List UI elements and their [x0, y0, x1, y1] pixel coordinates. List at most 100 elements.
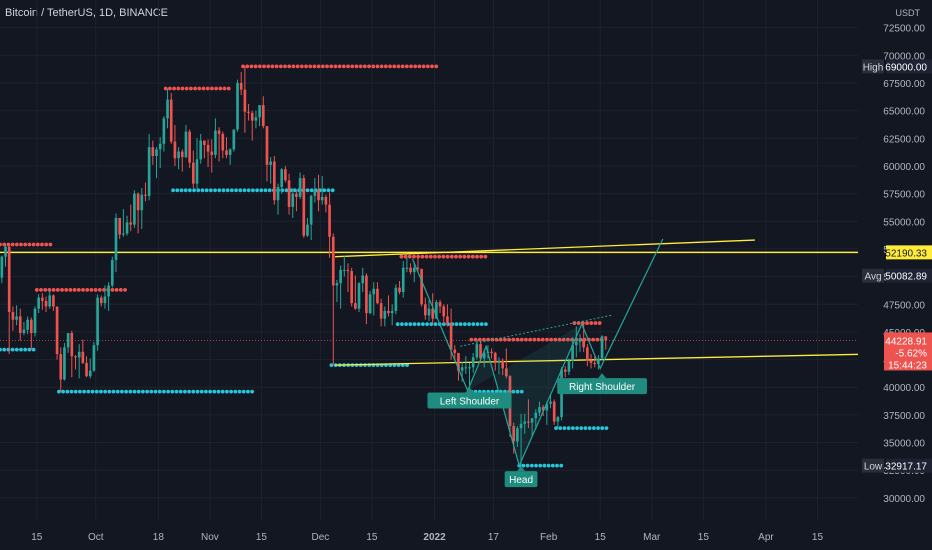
candle-body — [232, 129, 236, 150]
support-dot — [208, 188, 213, 193]
support-dot — [454, 322, 459, 327]
annotation-label: Head — [509, 475, 533, 486]
support-dot — [94, 389, 99, 394]
price-tick-label: 35000.00 — [883, 439, 925, 450]
support-dot — [511, 389, 516, 394]
candle-body — [567, 360, 571, 372]
resistance-dot — [329, 64, 334, 69]
support-dot — [86, 389, 91, 394]
dotted-levels — [0, 64, 609, 468]
candle-body — [70, 333, 74, 357]
current-price-tag-bg — [884, 332, 932, 371]
price-tick-label: 62500.00 — [883, 134, 925, 145]
resistance-dot — [97, 287, 102, 292]
support-dot — [216, 389, 221, 394]
resistance-dot — [39, 287, 43, 292]
price-tick-label: 57500.00 — [883, 190, 925, 201]
support-dot — [562, 426, 567, 431]
support-dot — [31, 347, 36, 352]
resistance-dot — [163, 86, 168, 91]
support-dot — [82, 389, 87, 394]
support-dot — [233, 389, 238, 394]
support-dot — [521, 463, 526, 468]
resistance-dot — [434, 64, 439, 69]
resistance-dot — [433, 254, 437, 259]
candle-body — [114, 217, 118, 260]
resistance-dot — [396, 64, 401, 69]
price-tick-label: 70000.00 — [883, 51, 925, 62]
support-dot — [0, 347, 2, 352]
resistance-dot — [14, 242, 19, 247]
support-dot — [183, 389, 187, 394]
candle-body — [368, 294, 372, 314]
candle-body — [313, 190, 317, 196]
candle-body — [96, 297, 99, 346]
resistance-dot — [218, 86, 223, 91]
support-dot — [420, 322, 425, 327]
candle-body — [180, 151, 184, 158]
resistance-dot — [249, 64, 254, 69]
candle-body — [409, 267, 412, 273]
resistance-dot — [458, 254, 463, 259]
resistance-dot — [503, 337, 507, 342]
support-dot — [10, 347, 15, 352]
price-tag-value: 32917.17 — [885, 462, 927, 473]
price-change: -5.62% — [895, 348, 927, 359]
resistance-dot — [93, 287, 98, 292]
candle-body — [55, 306, 59, 355]
resistance-dot — [68, 287, 73, 292]
support-dot — [519, 389, 524, 394]
candle-body — [464, 367, 468, 369]
resistance-dot — [400, 64, 405, 69]
candle-body — [118, 217, 122, 235]
candle-body — [401, 267, 405, 293]
resistance-dot — [420, 254, 425, 259]
support-dot — [199, 389, 204, 394]
price-tick-label: 37500.00 — [883, 411, 925, 422]
resistance-dot — [341, 64, 346, 69]
price-tag-value-bg — [886, 458, 932, 473]
candle-body — [162, 118, 166, 144]
support-dot — [399, 322, 404, 327]
candle-body — [22, 329, 26, 334]
candle-body — [77, 351, 81, 358]
resistance-dot — [60, 287, 64, 292]
candle-body — [26, 319, 29, 330]
candle-body — [177, 151, 180, 159]
time-tick-label: 15 — [698, 532, 710, 543]
price-tag-value: 69000.00 — [885, 62, 927, 73]
resistance-dot — [299, 64, 304, 69]
support-dot — [220, 389, 225, 394]
resistance-dot — [454, 254, 458, 259]
support-dot — [395, 322, 400, 327]
candle-body — [151, 147, 155, 156]
candle-body — [479, 344, 482, 359]
resistance-dot — [477, 337, 482, 342]
support-dot — [292, 188, 297, 193]
support-dot — [204, 389, 208, 394]
time-tick-label: Dec — [311, 532, 329, 543]
resistance-dot — [291, 64, 296, 69]
support-dot — [570, 426, 575, 431]
candle-body — [306, 224, 309, 236]
resistance-dot — [172, 86, 177, 91]
resistance-dot — [89, 287, 94, 292]
support-dot — [322, 188, 327, 193]
support-dot — [179, 188, 184, 193]
candle-body — [247, 111, 250, 113]
support-dot — [27, 347, 32, 352]
support-dot — [149, 389, 154, 394]
candle-body — [133, 193, 136, 225]
candle-body — [217, 130, 221, 134]
candle-body — [394, 287, 398, 311]
price-tag-label-bg — [862, 59, 884, 74]
resistance-dot — [358, 64, 363, 69]
candle-body — [438, 302, 442, 307]
price-tag-value-bg — [886, 245, 932, 260]
support-dot — [128, 389, 133, 394]
candle-body — [354, 303, 357, 309]
candle-body — [471, 357, 475, 368]
resistance-dot — [189, 86, 193, 91]
resistance-dot — [566, 337, 570, 342]
